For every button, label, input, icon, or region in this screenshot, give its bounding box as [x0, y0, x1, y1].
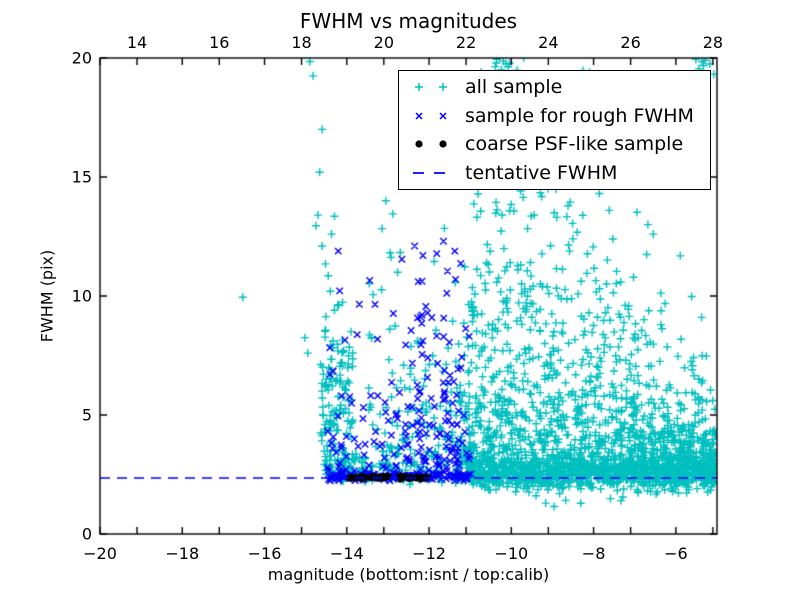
y-tick-label: 0	[81, 524, 92, 544]
legend-label-tentative-fwhm: tentative FWHM	[465, 161, 618, 184]
x-marker-icon	[415, 112, 447, 120]
legend: all sample sample for rough FWHM coarse …	[398, 70, 711, 190]
legend-label-all-sample: all sample	[465, 76, 563, 99]
top-tick-label: 24	[538, 33, 559, 52]
legend-row-tentative-fwhm: tentative FWHM	[403, 159, 706, 187]
x-tick-label: −12	[412, 544, 446, 563]
x-axis-label: magnitude (bottom:isnt / top:calib)	[267, 565, 550, 584]
legend-row-psf-sample: coarse PSF-like sample	[403, 130, 706, 158]
legend-row-rough-fwhm: sample for rough FWHM	[403, 102, 706, 130]
y-tick-label: 5	[81, 405, 92, 425]
top-tick-label: 18	[291, 33, 312, 52]
legend-label-rough-fwhm: sample for rough FWHM	[465, 104, 694, 127]
x-tick-label: −18	[165, 544, 200, 563]
top-tick-label: 28	[702, 33, 724, 52]
top-tick-label: 26	[620, 33, 641, 52]
legend-row-all-sample: all sample	[403, 73, 706, 101]
legend-label-psf-sample: coarse PSF-like sample	[465, 133, 684, 156]
top-tick-label: 16	[209, 33, 230, 52]
top-tick-label: 20	[373, 33, 394, 52]
x-tick-label: −16	[247, 544, 282, 563]
x-tick-label: −20	[83, 544, 117, 563]
plus-marker-icon	[415, 83, 447, 92]
x-tick-label: −6	[664, 544, 688, 563]
x-tick-label: −10	[494, 544, 529, 563]
dot-marker-icon	[415, 140, 447, 148]
y-tick-label: 15	[71, 167, 92, 187]
x-tick-label: −8	[581, 544, 606, 563]
x-tick-label: −14	[329, 544, 364, 563]
dashed-line-icon	[413, 171, 445, 174]
plot-title: FWHM vs magnitudes	[299, 9, 518, 33]
y-tick-label: 10	[71, 286, 92, 306]
y-tick-label: 20	[71, 48, 92, 68]
top-tick-label: 22	[455, 33, 477, 52]
top-tick-label: 14	[126, 33, 148, 52]
